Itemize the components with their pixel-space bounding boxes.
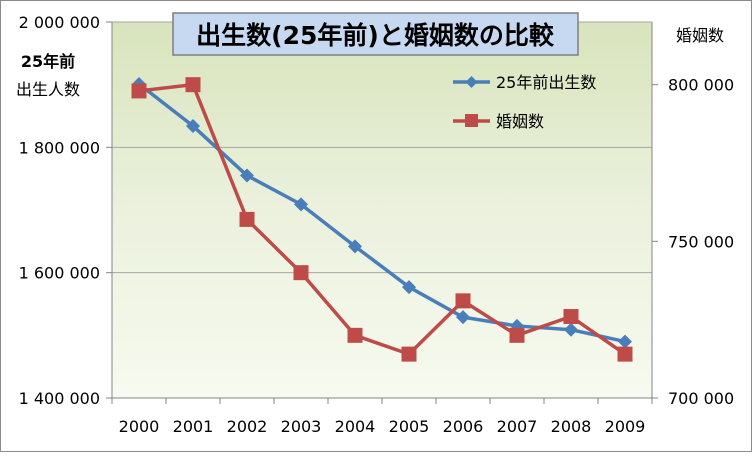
data-point-births xyxy=(402,280,416,295)
legend-marker-births xyxy=(465,76,478,88)
data-point-marriages xyxy=(509,327,525,343)
right-tick-label: 750 000 xyxy=(668,232,734,251)
legend: 25年前出生数 婚姻数 xyxy=(453,73,596,131)
data-point-marriages xyxy=(563,309,579,325)
x-tick-label: 2008 xyxy=(551,417,592,436)
x-tick-label: 2003 xyxy=(281,417,322,436)
data-point-births xyxy=(240,168,254,183)
data-point-births xyxy=(456,310,470,325)
left-tick-label: 1 400 000 xyxy=(19,389,100,408)
right-tick-label: 800 000 xyxy=(668,76,734,95)
left-axis-label-line1: 25年前 xyxy=(21,52,75,71)
data-point-marriages xyxy=(455,293,471,309)
x-tick-label: 2001 xyxy=(173,417,214,436)
title-box xyxy=(172,12,579,56)
series-line-marriages xyxy=(138,82,626,356)
data-point-marriages xyxy=(239,211,255,227)
x-tick-label: 2006 xyxy=(443,417,484,436)
right-tick-label: 700 000 xyxy=(668,389,734,408)
x-tick-label: 2002 xyxy=(227,417,268,436)
data-point-marriages xyxy=(131,83,147,99)
data-point-births xyxy=(294,197,308,212)
left-axis-label-line2: 出生人数 xyxy=(16,80,80,99)
left-tick-label: 1 600 000 xyxy=(19,264,100,283)
data-point-births xyxy=(618,334,632,349)
data-point-marriages xyxy=(401,346,417,362)
left-tick-label: 2 000 000 xyxy=(19,13,100,32)
legend-label-marriages: 婚姻数 xyxy=(496,112,544,131)
data-point-births xyxy=(564,322,578,337)
data-point-marriages xyxy=(617,346,633,362)
left-tick-label: 1 800 000 xyxy=(19,138,100,157)
x-tick-label: 2005 xyxy=(389,417,430,436)
tick-labels: 1 400 000 1 600 000 1 800 000 2 000 000 700 … xyxy=(19,13,735,436)
data-point-births xyxy=(348,239,362,254)
plot-area xyxy=(111,21,653,399)
x-tick-label: 2009 xyxy=(605,417,646,436)
legend-label-births: 25年前出生数 xyxy=(496,73,596,92)
x-tick-label: 2007 xyxy=(497,417,538,436)
axes xyxy=(106,21,658,404)
data-point-marriages xyxy=(347,327,363,343)
data-point-marriages xyxy=(293,265,309,281)
series-layer xyxy=(131,77,633,362)
right-axis-label: 婚姻数 xyxy=(676,26,724,45)
data-point-births xyxy=(186,119,200,134)
legend-marker-marriages xyxy=(465,114,478,127)
x-tick-label: 2004 xyxy=(335,417,376,436)
x-tick-label: 2000 xyxy=(119,417,160,436)
data-point-marriages xyxy=(185,77,201,93)
chart-title: 出生数(25年前)と婚姻数の比較 xyxy=(196,21,555,50)
